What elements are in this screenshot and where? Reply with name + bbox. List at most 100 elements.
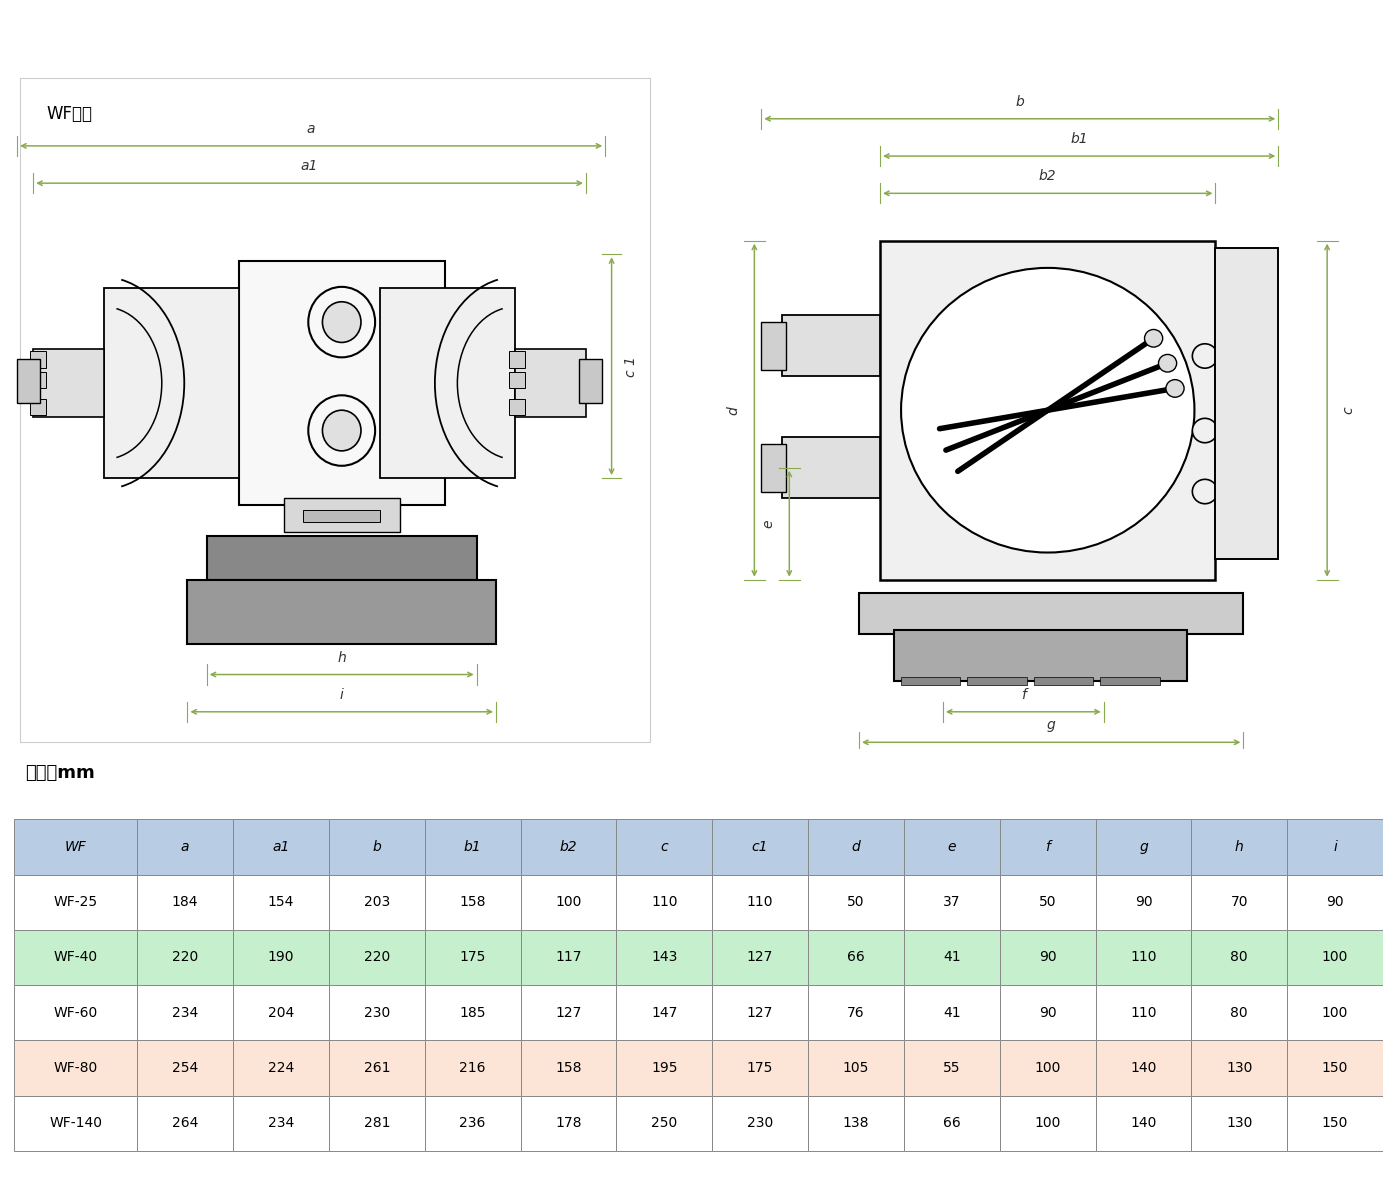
Circle shape — [1192, 479, 1217, 504]
Text: 41: 41 — [943, 950, 961, 964]
Bar — [712, 1040, 807, 1096]
Text: a: a — [180, 839, 190, 854]
Text: 234: 234 — [268, 1116, 293, 1131]
Text: 154: 154 — [268, 895, 295, 910]
Text: 外形尺寸：: 外形尺寸： — [11, 19, 74, 39]
Text: 175: 175 — [747, 1061, 774, 1075]
Bar — [509, 372, 525, 388]
Text: 158: 158 — [555, 1061, 581, 1075]
Bar — [31, 351, 46, 367]
Bar — [1095, 875, 1192, 930]
Bar — [1287, 819, 1383, 875]
Text: b: b — [1016, 95, 1024, 109]
Text: 41: 41 — [943, 1006, 961, 1020]
Text: d: d — [852, 839, 861, 854]
Bar — [515, 350, 585, 417]
Text: 150: 150 — [1322, 1116, 1348, 1131]
Text: 216: 216 — [460, 1061, 486, 1075]
Text: f: f — [1045, 839, 1051, 854]
Bar — [233, 930, 328, 984]
Text: WF-25: WF-25 — [53, 895, 98, 910]
Bar — [521, 875, 616, 930]
Text: b2: b2 — [1039, 169, 1056, 183]
Text: 203: 203 — [363, 895, 390, 910]
Text: 90: 90 — [1134, 895, 1153, 910]
Bar — [14, 1096, 137, 1151]
Text: 190: 190 — [268, 950, 295, 964]
Bar — [328, 930, 425, 984]
Bar — [509, 398, 525, 415]
Bar — [1192, 819, 1287, 875]
Text: 281: 281 — [363, 1116, 390, 1131]
Text: 76: 76 — [847, 1006, 865, 1020]
Bar — [137, 984, 233, 1040]
Circle shape — [1158, 354, 1176, 372]
Bar — [616, 930, 712, 984]
Bar — [1192, 875, 1287, 930]
Bar — [137, 819, 233, 875]
Bar — [1287, 930, 1383, 984]
Bar — [233, 1040, 328, 1096]
Text: b1: b1 — [1070, 132, 1088, 146]
Text: 100: 100 — [1322, 950, 1348, 964]
Bar — [14, 875, 137, 930]
Bar — [1095, 1096, 1192, 1151]
Bar — [137, 930, 233, 984]
Bar — [1287, 875, 1383, 930]
Bar — [1034, 677, 1092, 685]
Bar — [761, 322, 785, 370]
Bar — [1192, 1096, 1287, 1151]
Bar — [239, 262, 444, 505]
Circle shape — [323, 302, 360, 342]
Bar — [328, 875, 425, 930]
Bar — [712, 875, 807, 930]
Text: 127: 127 — [747, 1006, 774, 1020]
Text: 70: 70 — [1231, 895, 1248, 910]
Bar — [328, 1040, 425, 1096]
Text: 261: 261 — [363, 1061, 390, 1075]
Circle shape — [1192, 344, 1217, 369]
Text: 220: 220 — [363, 950, 390, 964]
Text: 158: 158 — [460, 895, 486, 910]
Text: 50: 50 — [1039, 895, 1056, 910]
Text: c: c — [1341, 407, 1355, 414]
Bar — [616, 984, 712, 1040]
Bar — [904, 1040, 1000, 1096]
Bar — [1000, 984, 1095, 1040]
Bar — [1000, 819, 1095, 875]
Bar — [894, 630, 1187, 681]
Text: 185: 185 — [460, 1006, 486, 1020]
Text: c: c — [661, 839, 668, 854]
Bar — [761, 445, 785, 491]
Bar — [233, 875, 328, 930]
Text: 130: 130 — [1227, 1061, 1253, 1075]
Bar — [1095, 930, 1192, 984]
Text: 236: 236 — [460, 1116, 486, 1131]
Bar — [14, 984, 137, 1040]
Text: 130: 130 — [1227, 1116, 1253, 1131]
Bar — [904, 930, 1000, 984]
Bar — [17, 359, 39, 403]
Text: 100: 100 — [1322, 1006, 1348, 1020]
Text: 100: 100 — [1034, 1061, 1060, 1075]
Bar — [712, 930, 807, 984]
Text: 117: 117 — [555, 950, 581, 964]
Text: 184: 184 — [172, 895, 198, 910]
Text: 147: 147 — [651, 1006, 678, 1020]
Bar — [425, 1040, 521, 1096]
Text: e: e — [761, 520, 775, 528]
Text: 100: 100 — [1034, 1116, 1060, 1131]
Bar — [880, 241, 1215, 580]
Bar — [284, 498, 400, 533]
Bar — [425, 875, 521, 930]
Bar — [233, 819, 328, 875]
Text: WF: WF — [64, 839, 87, 854]
Bar — [425, 1096, 521, 1151]
Text: 單位：mm: 單位：mm — [25, 763, 95, 782]
Text: b: b — [373, 839, 381, 854]
Bar — [328, 1096, 425, 1151]
Text: 140: 140 — [1130, 1061, 1157, 1075]
Bar — [807, 930, 904, 984]
Text: 127: 127 — [747, 950, 774, 964]
Bar — [807, 1040, 904, 1096]
